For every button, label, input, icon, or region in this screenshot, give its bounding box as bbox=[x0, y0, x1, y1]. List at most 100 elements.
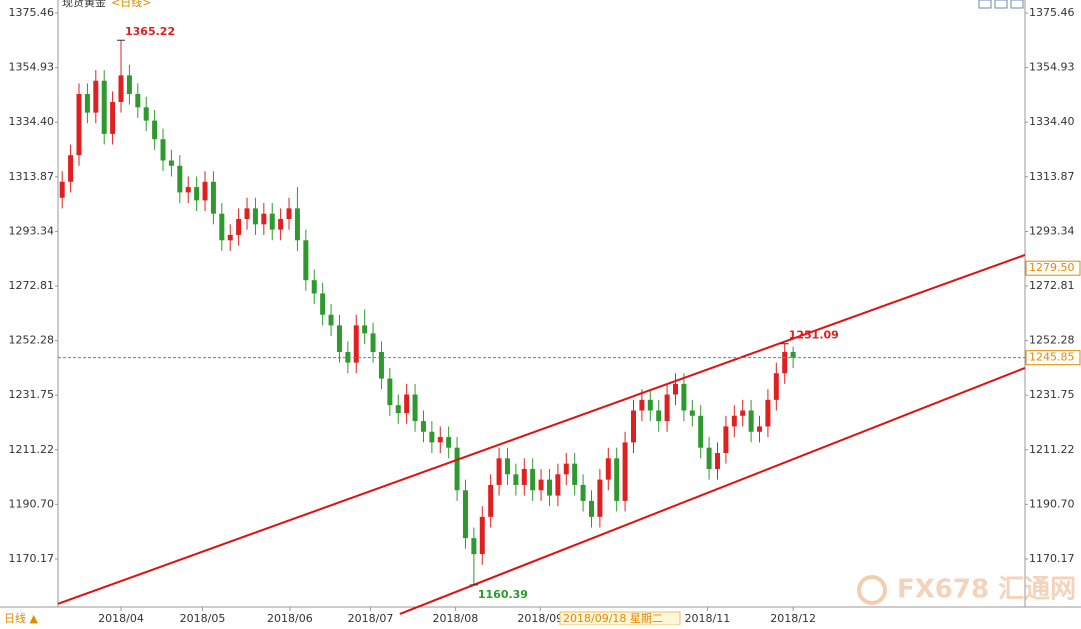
candle-body bbox=[530, 468, 536, 491]
candle-body bbox=[320, 293, 326, 315]
candle-body bbox=[715, 453, 721, 469]
candle-body bbox=[362, 325, 368, 334]
annotation-label: 1160.39 bbox=[478, 588, 528, 601]
candle-body bbox=[59, 181, 65, 198]
candle-body bbox=[336, 325, 342, 352]
y-tick-label: 1252.28 bbox=[1029, 334, 1075, 347]
y-tick-label: 1272.81 bbox=[1029, 279, 1075, 292]
candle-body bbox=[261, 213, 267, 225]
candle-body bbox=[664, 394, 670, 422]
y-tick-label: 1334.40 bbox=[9, 115, 55, 128]
candle-body bbox=[110, 101, 116, 134]
candle-body bbox=[546, 479, 552, 496]
candle-body bbox=[538, 479, 544, 491]
candle-body bbox=[748, 410, 754, 432]
candle-body bbox=[740, 410, 746, 416]
y-tick-label: 1252.28 bbox=[9, 334, 55, 347]
y-tick-label: 1354.93 bbox=[9, 61, 55, 74]
candle-body bbox=[378, 351, 384, 379]
candle-body bbox=[135, 94, 141, 108]
candle-body bbox=[513, 474, 519, 485]
candle-body bbox=[294, 208, 300, 241]
chart-title: 现货黄金 bbox=[62, 0, 106, 9]
candle-body bbox=[580, 484, 586, 501]
candle-body bbox=[160, 139, 166, 161]
y-tick-label: 1190.70 bbox=[1029, 497, 1075, 510]
last-price-box bbox=[1025, 350, 1081, 366]
trendline bbox=[399, 366, 1026, 615]
candle-body bbox=[345, 351, 351, 363]
crosshair-label: 2018/09/18 星期二 bbox=[563, 612, 663, 625]
icon[interactable] bbox=[1010, 0, 1024, 9]
candle-body bbox=[673, 383, 679, 395]
candle-body bbox=[244, 208, 250, 219]
candle-body bbox=[698, 415, 704, 448]
candle-body bbox=[219, 213, 225, 241]
candle-body bbox=[303, 240, 309, 281]
channel-price-box bbox=[1025, 260, 1081, 276]
watermark-logo bbox=[857, 575, 887, 605]
y-tick-label: 1272.81 bbox=[9, 279, 55, 292]
y-tick-label: 1354.93 bbox=[1029, 61, 1075, 74]
annotation-label: 1251.09 bbox=[789, 329, 839, 342]
candle-body bbox=[168, 160, 174, 166]
candle-body bbox=[630, 410, 636, 443]
x-tick-label: 2018/09 bbox=[517, 612, 563, 625]
candle-body bbox=[412, 394, 418, 422]
y-tick-label: 1375.46 bbox=[1029, 6, 1075, 19]
icon[interactable] bbox=[978, 0, 992, 9]
candle-body bbox=[504, 458, 510, 475]
candle-body bbox=[236, 218, 242, 235]
candle-body bbox=[286, 208, 292, 219]
candle-body bbox=[185, 187, 191, 193]
candle-body bbox=[177, 165, 183, 193]
candle-body bbox=[790, 351, 796, 358]
icon[interactable] bbox=[994, 0, 1008, 9]
candle-body bbox=[572, 463, 578, 485]
candle-body bbox=[84, 94, 90, 113]
candle-body bbox=[689, 410, 695, 416]
y-tick-label: 1170.17 bbox=[9, 552, 55, 565]
candle-body bbox=[454, 447, 460, 491]
candle-body bbox=[765, 399, 771, 427]
candle-body bbox=[387, 378, 393, 406]
y-tick-label: 1231.75 bbox=[1029, 388, 1075, 401]
candle-body bbox=[782, 351, 788, 374]
y-tick-label: 1375.46 bbox=[9, 6, 55, 19]
candle-body bbox=[773, 373, 779, 400]
candle-body bbox=[76, 94, 82, 156]
candle-body bbox=[101, 80, 107, 134]
candle-body bbox=[706, 447, 712, 469]
candle-body bbox=[429, 431, 435, 443]
candle-body bbox=[152, 120, 158, 140]
candle-body bbox=[194, 187, 200, 201]
candle-body bbox=[647, 399, 653, 411]
candle-body bbox=[278, 218, 284, 230]
x-tick-label: 2018/05 bbox=[180, 612, 226, 625]
candle-body bbox=[614, 458, 620, 501]
y-tick-label: 1211.22 bbox=[9, 443, 55, 456]
toolbar-icons[interactable] bbox=[978, 0, 1024, 9]
candle-body bbox=[656, 410, 662, 422]
last-price-label: 1245.85 bbox=[1029, 351, 1075, 364]
candle-body bbox=[479, 516, 485, 555]
candle-body bbox=[496, 458, 502, 485]
candle-body bbox=[681, 383, 687, 411]
y-tick-label: 1313.87 bbox=[9, 170, 55, 183]
candle-body bbox=[68, 155, 74, 182]
candle-body bbox=[622, 442, 628, 501]
candle-body bbox=[462, 490, 468, 539]
candle-body bbox=[311, 280, 317, 294]
candle-body bbox=[202, 181, 208, 201]
candle-body bbox=[353, 325, 359, 363]
y-tick-label: 1170.17 bbox=[1029, 552, 1075, 565]
x-tick-label: 2018/08 bbox=[433, 612, 479, 625]
x-tick-label: 2018/04 bbox=[98, 612, 144, 625]
candle-body bbox=[395, 405, 401, 414]
candle-body bbox=[597, 479, 603, 517]
candle-body bbox=[588, 500, 594, 517]
candle-body bbox=[420, 421, 426, 432]
candle-body bbox=[488, 484, 494, 517]
candle-body bbox=[437, 437, 443, 443]
